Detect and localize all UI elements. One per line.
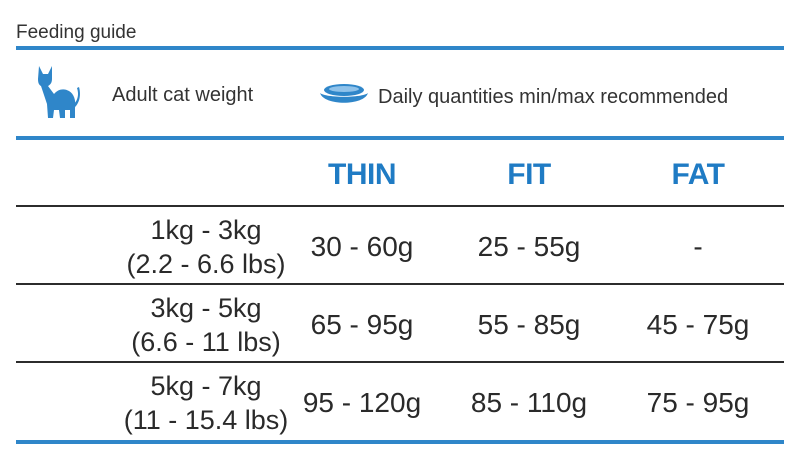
weight-lbs: (6.6 - 11 lbs) — [131, 327, 281, 357]
adult-cat-weight-label: Adult cat weight — [112, 84, 254, 106]
row-divider — [16, 283, 784, 285]
fat-quantity: - — [693, 231, 703, 262]
top-divider — [16, 46, 784, 50]
thin-quantity: 95 - 120g — [302, 387, 422, 418]
weight-lbs: (2.2 - 6.6 lbs) — [126, 249, 286, 279]
weight-kg: 1kg - 3kg — [150, 215, 262, 245]
table-row: 5kg - 7kg (11 - 15.4 lbs) 95 - 120g 85 -… — [16, 363, 784, 439]
weight-range: 3kg - 5kg (6.6 - 11 lbs) — [106, 291, 306, 359]
bowl-icon — [320, 84, 368, 103]
column-header-divider — [16, 205, 784, 207]
header-divider — [16, 136, 784, 140]
weight-lbs: (11 - 15.4 lbs) — [123, 405, 289, 435]
fit-quantity: 85 - 110g — [470, 387, 588, 418]
row-divider — [16, 361, 784, 363]
weight-range: 5kg - 7kg (11 - 15.4 lbs) — [106, 369, 306, 437]
table-row: 3kg - 5kg (6.6 - 11 lbs) 65 - 95g 55 - 8… — [16, 285, 784, 361]
table-row: 1kg - 3kg (2.2 - 6.6 lbs) 30 - 60g 25 - … — [16, 207, 784, 283]
column-thin-header: THIN — [328, 158, 397, 191]
bottom-divider — [16, 440, 784, 444]
fat-quantity: 45 - 75g — [646, 309, 750, 340]
cat-icon — [38, 66, 80, 118]
weight-kg: 5kg - 7kg — [150, 371, 262, 401]
fit-quantity: 25 - 55g — [477, 231, 581, 262]
column-fit-header: FIT — [507, 158, 551, 191]
fat-quantity: 75 - 95g — [646, 387, 750, 418]
thin-quantity: 30 - 60g — [310, 231, 414, 262]
weight-kg: 3kg - 5kg — [150, 293, 262, 323]
feeding-guide-title: Feeding guide — [16, 22, 137, 43]
fit-quantity: 55 - 85g — [477, 309, 581, 340]
column-fat-header: FAT — [671, 158, 725, 191]
weight-range: 1kg - 3kg (2.2 - 6.6 lbs) — [106, 213, 306, 281]
daily-quantities-label: Daily quantities min/max recommended — [378, 86, 729, 108]
thin-quantity: 65 - 95g — [310, 309, 414, 340]
